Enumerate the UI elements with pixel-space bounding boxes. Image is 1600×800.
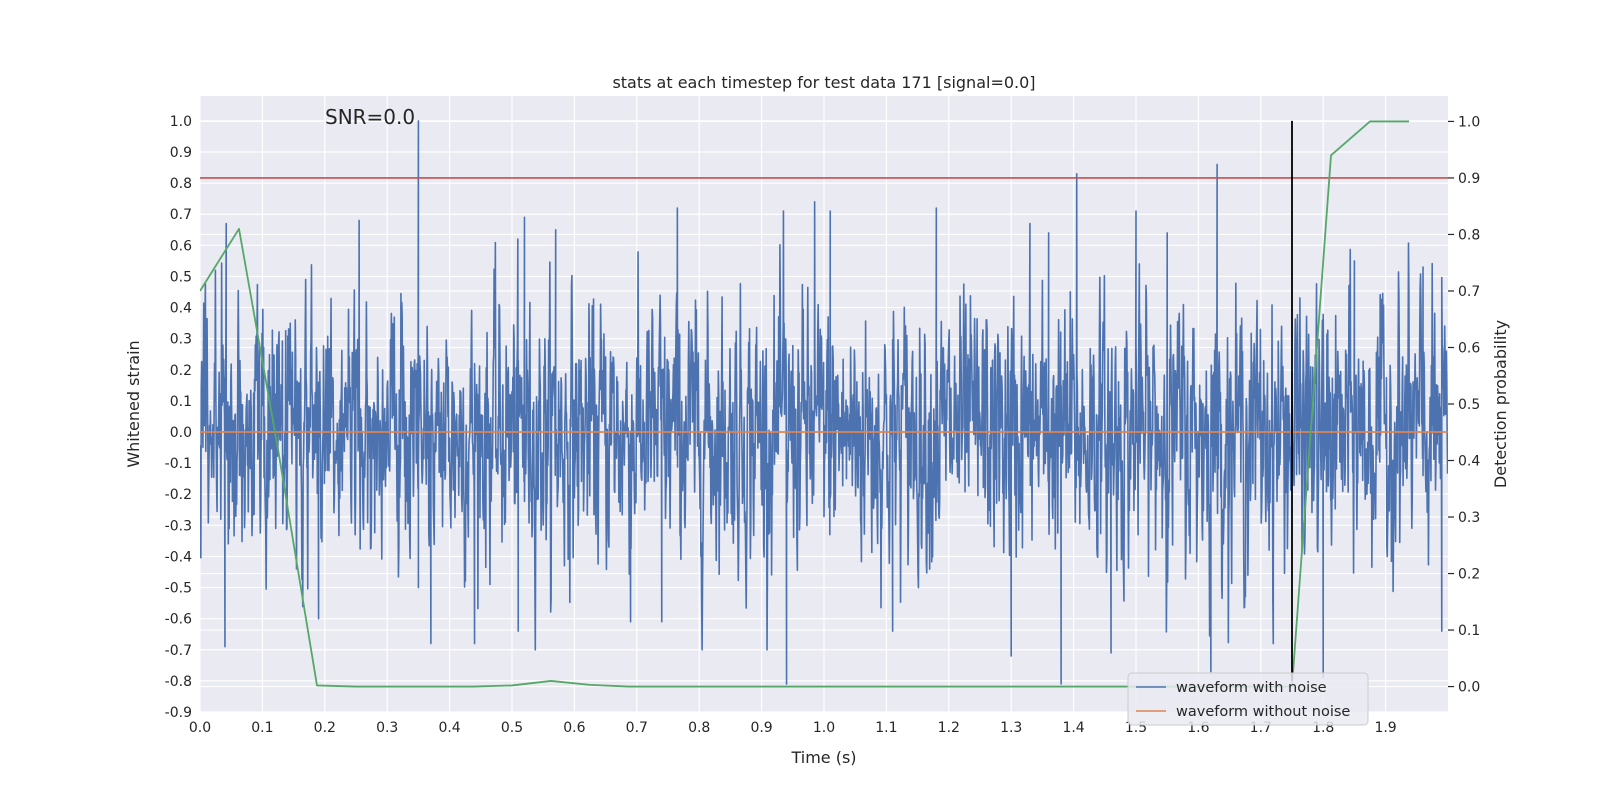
y-tick-label: 1.0 (170, 114, 192, 130)
x-tick-label: 0.5 (501, 720, 523, 736)
y-tick-label: 0.9 (170, 145, 192, 161)
x-axis: 0.0 0.1 0.2 0.3 0.4 0.5 0.6 0.7 0.8 0.9 1.0 1.1 1.2 1… (189, 720, 1397, 736)
x-tick-label: 1.1 (875, 720, 897, 736)
y-tick-label: -0.5 (165, 581, 192, 597)
y-tick-label: 0.7 (170, 207, 192, 223)
y-right-tick-label: 1.0 (1458, 114, 1480, 130)
y-right-tick-label: 0.7 (1458, 284, 1480, 300)
x-tick-label: 0.7 (626, 720, 648, 736)
y-tick-label: 0.0 (170, 425, 192, 441)
y-right-tick-label: 0.6 (1458, 340, 1480, 356)
x-tick-label: 1.4 (1062, 720, 1084, 736)
legend: waveform with noise waveform without noi… (1127, 672, 1369, 726)
x-tick-label: 0.3 (376, 720, 398, 736)
x-tick-label: 0.2 (314, 720, 336, 736)
x-tick-label: 0.0 (189, 720, 211, 736)
y-tick-label: 0.4 (170, 301, 192, 317)
y-tick-label: 0.3 (170, 332, 192, 348)
y-tick-label: -0.7 (165, 643, 192, 659)
y-tick-label: -0.2 (165, 487, 192, 503)
x-tick-label: 1.2 (938, 720, 960, 736)
y-tick-label: -0.4 (165, 549, 192, 565)
y-axis-right: 1.0 0.9 0.8 0.7 0.6 0.5 0.4 0.3 0.2 0.1 0.0 (1448, 114, 1480, 696)
x-tick-label: 1.3 (1000, 720, 1022, 736)
y-right-tick-label: 0.2 (1458, 567, 1480, 583)
y-tick-label: 0.2 (170, 363, 192, 379)
x-tick-label: 0.6 (563, 720, 585, 736)
x-tick-label: 0.9 (750, 720, 772, 736)
y-right-tick-label: 0.9 (1458, 171, 1480, 187)
y-tick-label: -0.9 (165, 705, 192, 721)
x-tick-label: 0.1 (251, 720, 273, 736)
y-tick-label: -0.6 (165, 612, 192, 628)
snr-annotation: SNR=0.0 (325, 105, 415, 129)
y-right-tick-label: 0.1 (1458, 623, 1480, 639)
y-tick-label: 0.5 (170, 269, 192, 285)
y-tick-label: -0.8 (165, 674, 192, 690)
x-tick-label: 1.9 (1374, 720, 1396, 736)
y-tick-label: 0.1 (170, 394, 192, 410)
series-waveform-with-noise (200, 120, 1448, 685)
x-axis-label: Time (s) (790, 748, 856, 767)
y-right-tick-label: 0.8 (1458, 227, 1480, 243)
x-tick-label: 0.8 (688, 720, 710, 736)
y-right-tick-label: 0.4 (1458, 454, 1480, 470)
legend-frame (1127, 672, 1369, 726)
y-axis-label: Whitened strain (124, 340, 143, 467)
y-right-tick-label: 0.5 (1458, 397, 1480, 413)
y-right-tick-label: 0.3 (1458, 510, 1480, 526)
chart-title: stats at each timestep for test data 171… (612, 73, 1035, 92)
legend-label-noise: waveform with noise (1176, 680, 1327, 696)
y-tick-label: 0.6 (170, 238, 192, 254)
y-axis-right-label: Detection probability (1491, 320, 1510, 488)
y-right-tick-label: 0.0 (1458, 680, 1480, 696)
y-axis-left: 1.0 0.9 0.8 0.7 0.6 0.5 0.4 0.3 0.2 0.1 0.0 -0.1 -0.… (165, 114, 192, 721)
y-tick-label: -0.3 (165, 518, 192, 534)
y-tick-label: -0.1 (165, 456, 192, 472)
y-tick-label: 0.8 (170, 176, 192, 192)
x-tick-label: 0.4 (438, 720, 460, 736)
x-tick-label: 1.0 (813, 720, 835, 736)
series-layer (200, 120, 1448, 688)
legend-label-clean: waveform without noise (1176, 704, 1350, 720)
